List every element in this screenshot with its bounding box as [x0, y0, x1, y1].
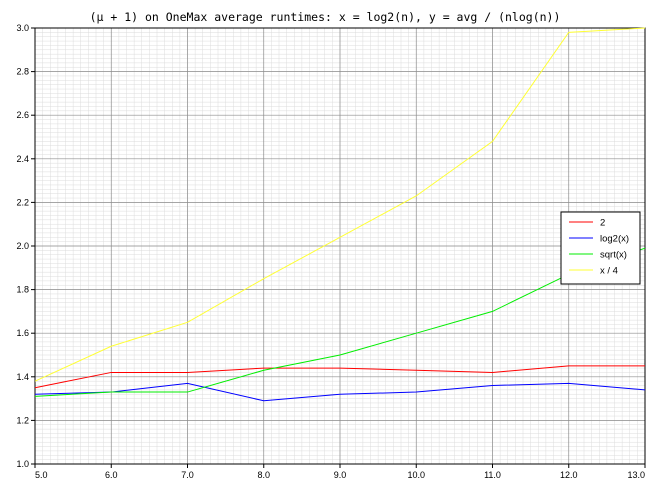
legend-label: log2(x) — [600, 234, 629, 245]
legend-label: 2 — [600, 218, 605, 229]
x-tick-label: 5.0 — [35, 470, 48, 480]
x-tick-label: 7.0 — [181, 470, 194, 480]
legend: 2 log2(x) sqrt(x) x / 4 — [560, 211, 641, 285]
x-tick-label: 11.0 — [484, 470, 501, 480]
chart-title: (µ + 1) on OneMax average runtimes: x = … — [89, 10, 561, 24]
y-tick-label: 2.0 — [16, 241, 29, 251]
x-tick-label: 10.0 — [407, 470, 425, 480]
y-axis: 1.0 1.2 1.4 1.6 1.8 2.0 2.2 2.4 2.6 2.8 3.0 — [16, 23, 35, 469]
series-lines — [34, 27, 646, 402]
x-tick-label: 6.0 — [105, 470, 118, 480]
series-line-0 — [34, 365, 645, 389]
x-tick-label: 12.0 — [560, 470, 578, 480]
series-line-1 — [34, 382, 646, 402]
x-tick-label: 13.0 — [627, 470, 645, 480]
y-tick-label: 2.4 — [16, 154, 29, 164]
y-tick-label: 1.0 — [16, 459, 29, 469]
y-tick-label: 1.6 — [16, 328, 29, 338]
y-tick-label: 1.8 — [16, 285, 29, 295]
series-line-3 — [34, 27, 646, 382]
legend-label: x / 4 — [600, 266, 618, 277]
y-tick-label: 3.0 — [16, 23, 29, 33]
series-line-2 — [34, 247, 646, 397]
y-tick-label: 2.2 — [16, 197, 29, 207]
x-tick-label: 9.0 — [334, 470, 347, 480]
legend-box — [560, 211, 641, 285]
y-tick-label: 1.2 — [16, 415, 29, 425]
y-tick-label: 2.6 — [16, 110, 29, 120]
legend-label: sqrt(x) — [600, 250, 627, 261]
y-tick-label: 2.8 — [16, 67, 29, 77]
x-tick-label: 8.0 — [257, 470, 270, 480]
y-tick-label: 1.4 — [16, 372, 29, 382]
x-axis: 5.0 6.0 7.0 8.0 9.0 10.0 11.0 12.0 13.0 — [34, 464, 646, 480]
